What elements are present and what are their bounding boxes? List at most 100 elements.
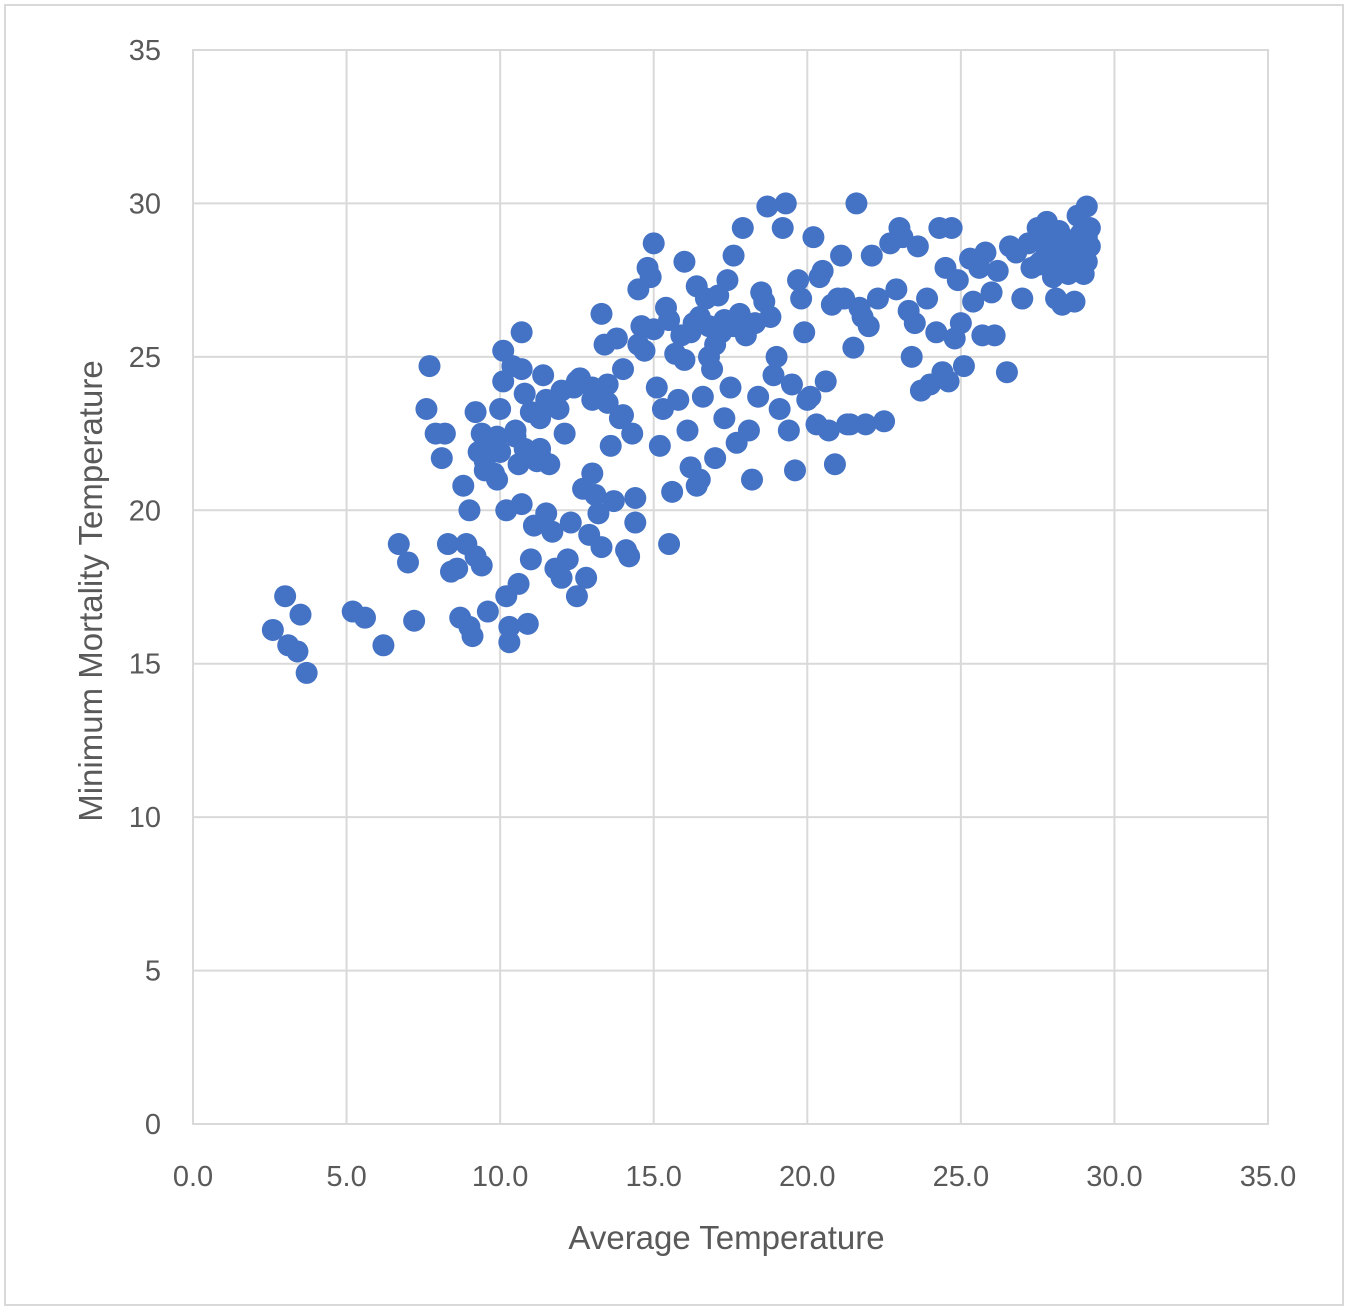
data-point [1011, 287, 1034, 310]
data-point [903, 312, 926, 335]
data-point [516, 612, 539, 635]
y-tick-label: 0 [145, 1109, 161, 1141]
x-tick-label: 35.0 [1240, 1161, 1296, 1193]
data-point [685, 275, 708, 298]
data-point [612, 358, 634, 381]
x-axis-tick-labels: 0.0 5.0 10.0 15.0 20.0 25.0 30.0 35.0 [173, 1161, 1296, 1193]
data-point [673, 250, 696, 273]
data-point [768, 398, 791, 421]
y-tick-label: 5 [145, 956, 161, 988]
data-point [691, 385, 714, 408]
data-point [605, 327, 628, 350]
data-point [793, 321, 816, 344]
data-point [737, 419, 760, 442]
data-point [430, 447, 453, 470]
data-point [845, 192, 868, 215]
data-point [415, 398, 438, 421]
data-point [559, 511, 582, 534]
data-point [839, 413, 862, 436]
data-point [983, 324, 1006, 347]
data-point [418, 355, 441, 378]
data-point [553, 422, 576, 445]
data-point [1035, 241, 1058, 264]
y-tick-label: 20 [129, 495, 161, 527]
data-point [504, 419, 527, 442]
data-point [701, 358, 724, 381]
data-point [1063, 290, 1086, 313]
data-point [464, 401, 487, 424]
data-point [790, 287, 813, 310]
data-point [532, 364, 555, 387]
data-point [670, 324, 693, 347]
data-point [550, 566, 573, 589]
data-point [814, 370, 837, 393]
data-point [452, 474, 475, 497]
data-point [498, 631, 521, 654]
data-point [519, 548, 542, 571]
data-points [261, 192, 1101, 684]
data-point [940, 216, 963, 239]
y-tick-label: 35 [129, 35, 161, 67]
x-tick-label: 10.0 [472, 1161, 528, 1193]
data-point [866, 287, 889, 310]
data-point [458, 499, 481, 522]
data-point [949, 312, 972, 335]
data-point [756, 195, 779, 218]
data-point [581, 462, 604, 485]
data-point [602, 490, 625, 513]
y-tick-label: 10 [129, 802, 161, 834]
x-tick-label: 0.0 [173, 1161, 213, 1193]
data-point [688, 468, 711, 491]
data-point [759, 305, 782, 328]
data-point [587, 502, 610, 525]
data-point [403, 609, 426, 632]
data-point [842, 336, 865, 359]
data-point [857, 315, 880, 338]
data-point [995, 361, 1018, 384]
data-point [510, 321, 533, 344]
y-axis-tick-labels: 0 5 10 15 20 25 30 35 [129, 35, 161, 1141]
data-point [461, 625, 484, 648]
data-point [673, 348, 696, 371]
data-point [1075, 226, 1098, 249]
data-point [584, 483, 607, 506]
data-point [513, 382, 536, 405]
data-point [639, 266, 662, 289]
x-tick-label: 15.0 [625, 1161, 681, 1193]
data-point [286, 640, 309, 663]
data-point [986, 259, 1009, 282]
data-point [658, 533, 681, 556]
data-point [627, 333, 650, 356]
data-point [722, 315, 745, 338]
data-point [952, 355, 975, 378]
data-point [507, 572, 530, 595]
data-point [765, 345, 788, 368]
data-point [612, 404, 634, 427]
data-point [719, 376, 742, 399]
data-point [354, 606, 376, 629]
data-point [446, 557, 469, 580]
data-point [510, 493, 533, 516]
data-point [667, 388, 690, 411]
x-tick-label: 20.0 [779, 1161, 835, 1193]
scatter-chart: 0.0 5.0 10.0 15.0 20.0 25.0 30.0 35.0 0 5 10 15 20 2… [72, 35, 1296, 1256]
data-point [885, 278, 908, 301]
plot-area-border [192, 49, 1269, 1125]
data-point [397, 551, 419, 574]
data-point [621, 422, 644, 445]
gridlines [192, 49, 1269, 1125]
data-point [261, 618, 284, 641]
x-tick-label: 5.0 [326, 1161, 366, 1193]
y-tick-label: 30 [129, 188, 161, 220]
data-point [575, 566, 598, 589]
data-point [519, 401, 542, 424]
data-point [624, 511, 647, 534]
data-point [811, 259, 834, 282]
data-point [372, 634, 395, 657]
data-point [716, 269, 739, 292]
x-axis-title: Average Temperature [568, 1219, 884, 1256]
data-point [873, 410, 896, 433]
data-point [1075, 195, 1098, 218]
data-point [771, 216, 794, 239]
data-point [470, 554, 493, 577]
